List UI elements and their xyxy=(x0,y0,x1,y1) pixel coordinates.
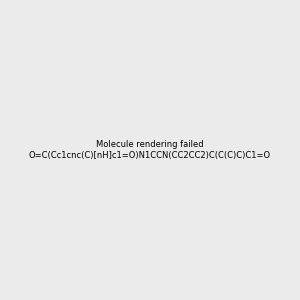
Text: Molecule rendering failed
O=C(Cc1cnc(C)[nH]c1=O)N1CCN(CC2CC2)C(C(C)C)C1=O: Molecule rendering failed O=C(Cc1cnc(C)[… xyxy=(29,140,271,160)
